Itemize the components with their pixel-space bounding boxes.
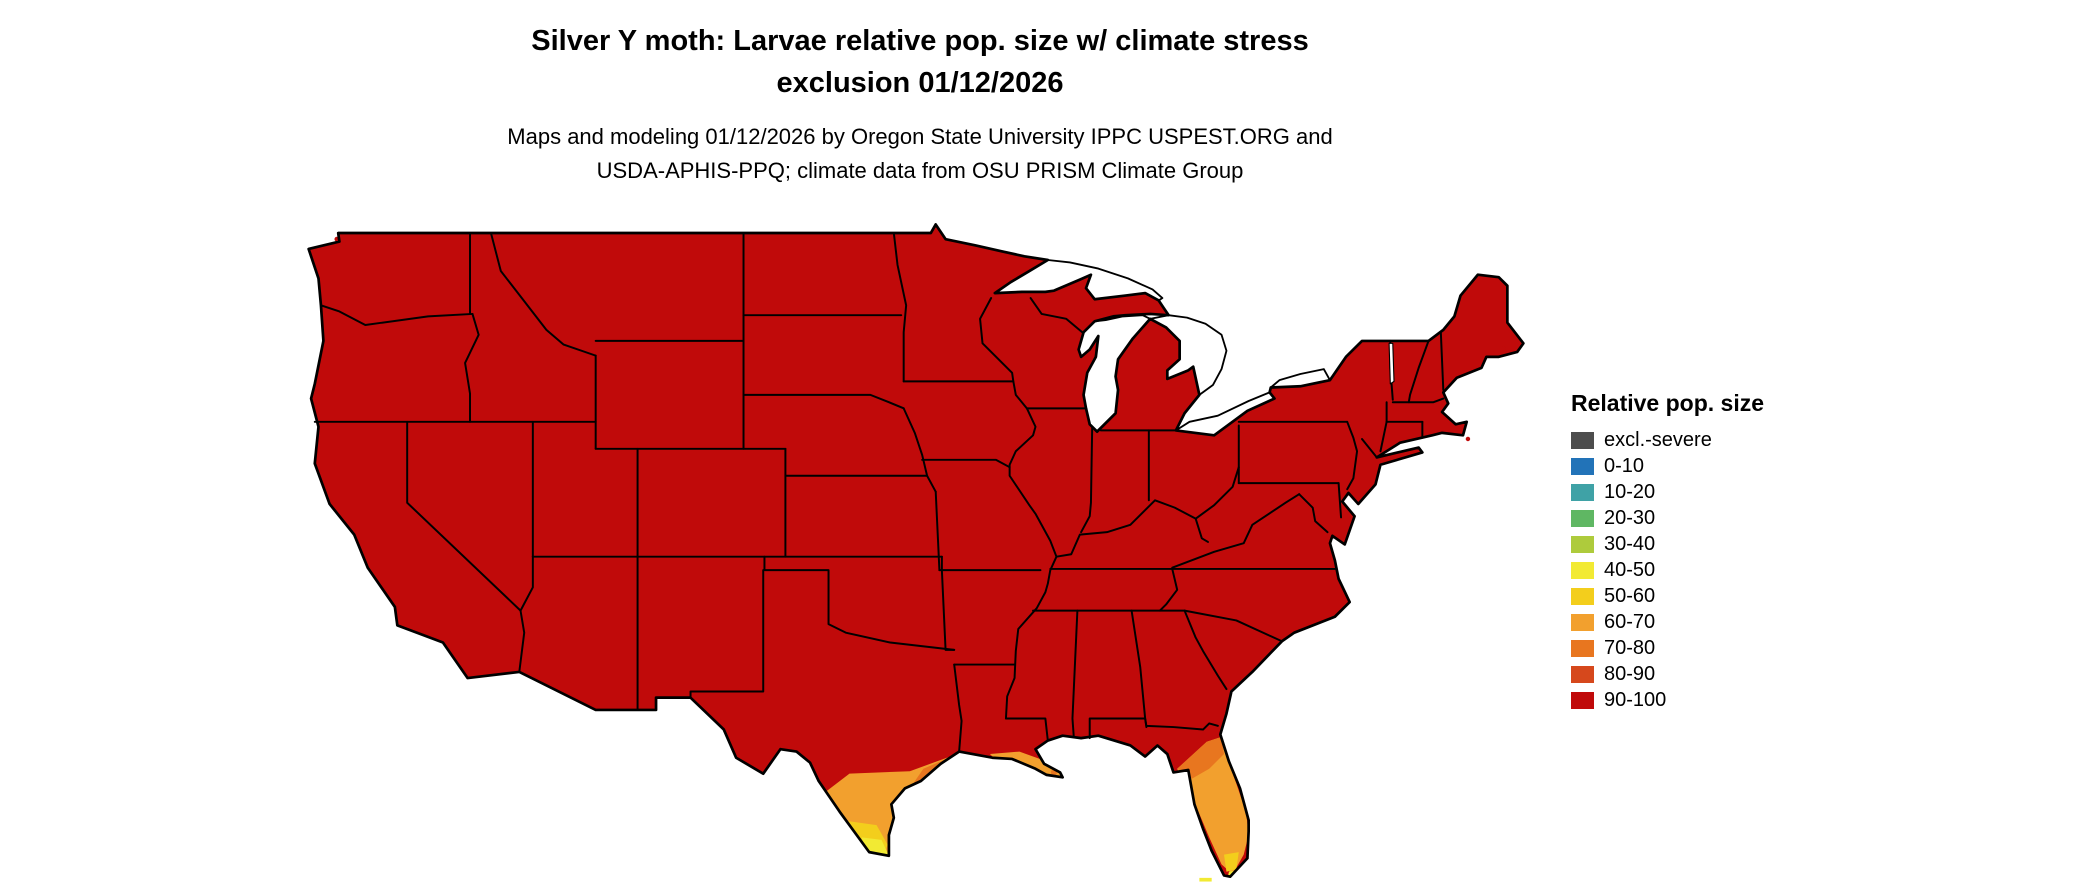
map-legend: Relative pop. size excl.-severe 0-10 10-…: [1571, 390, 1831, 713]
conus-landmass: [308, 224, 1524, 877]
legend-label: 70-80: [1604, 637, 1656, 659]
legend-item: 20-30: [1571, 505, 1831, 531]
legend-label: 40-50: [1604, 559, 1656, 581]
legend-label: 90-100: [1604, 689, 1667, 711]
conus-map-svg: [307, 223, 1525, 882]
legend-swatch-40-50: [1571, 561, 1594, 579]
florida-keys-40-50-speck: [1199, 877, 1212, 882]
state-borders: [313, 232, 1445, 753]
legend-item: 50-60: [1571, 583, 1831, 609]
texas-coast-speckle: [943, 762, 949, 768]
legend-item: 0-10: [1571, 453, 1831, 479]
legend-label: 80-90: [1604, 663, 1656, 685]
page-title-line1: Silver Y moth: Larvae relative pop. size…: [531, 25, 1309, 57]
legend-swatch-0-10: [1571, 457, 1594, 475]
florida-70-80-patch: [1177, 736, 1224, 779]
conus-map: [300, 222, 1532, 884]
legend-label: 50-60: [1604, 585, 1656, 607]
legend-swatch-80-90: [1571, 665, 1594, 683]
page-title: Silver Y moth: Larvae relative pop. size…: [170, 20, 1670, 104]
legend-swatch-30-40: [1571, 535, 1594, 553]
page-title-line2: exclusion 01/12/2026: [776, 67, 1064, 99]
lake-champlain-shape: [1388, 342, 1395, 385]
legend-swatch-excl-severe: [1571, 431, 1594, 449]
conus-outline: [307, 223, 1525, 878]
legend-label: 30-40: [1604, 533, 1656, 555]
legend-label: 10-20: [1604, 481, 1656, 503]
legend-swatch-10-20: [1571, 483, 1594, 501]
page-subtitle-line2: USDA-APHIS-PPQ; climate data from OSU PR…: [596, 158, 1244, 183]
legend-item: 30-40: [1571, 531, 1831, 557]
legend-swatch-50-60: [1571, 587, 1594, 605]
legend-title: Relative pop. size: [1571, 390, 1765, 416]
florida-tip-50-60-patch: [1224, 852, 1239, 872]
legend-item: 70-80: [1571, 635, 1831, 661]
legend-item: 10-20: [1571, 479, 1831, 505]
legend-item: 80-90: [1571, 661, 1831, 687]
legend-label: excl.-severe: [1604, 429, 1712, 451]
legend-swatch-90-100: [1571, 691, 1594, 709]
legend-item: 90-100: [1571, 687, 1831, 713]
legend-label: 60-70: [1604, 611, 1656, 633]
legend-swatch-20-30: [1571, 509, 1594, 527]
legend-swatch-70-80: [1571, 639, 1594, 657]
legend-label: 20-30: [1604, 507, 1656, 529]
legend-item: 40-50: [1571, 557, 1831, 583]
legend-swatch-60-70: [1571, 613, 1594, 631]
page-subtitle: Maps and modeling 01/12/2026 by Oregon S…: [170, 120, 1670, 188]
legend-item: excl.-severe: [1571, 427, 1831, 453]
page-subtitle-line1: Maps and modeling 01/12/2026 by Oregon S…: [507, 124, 1333, 149]
legend-item: 60-70: [1571, 609, 1831, 635]
texas-coast-speckle: [925, 777, 931, 783]
legend-label: 0-10: [1604, 455, 1645, 477]
